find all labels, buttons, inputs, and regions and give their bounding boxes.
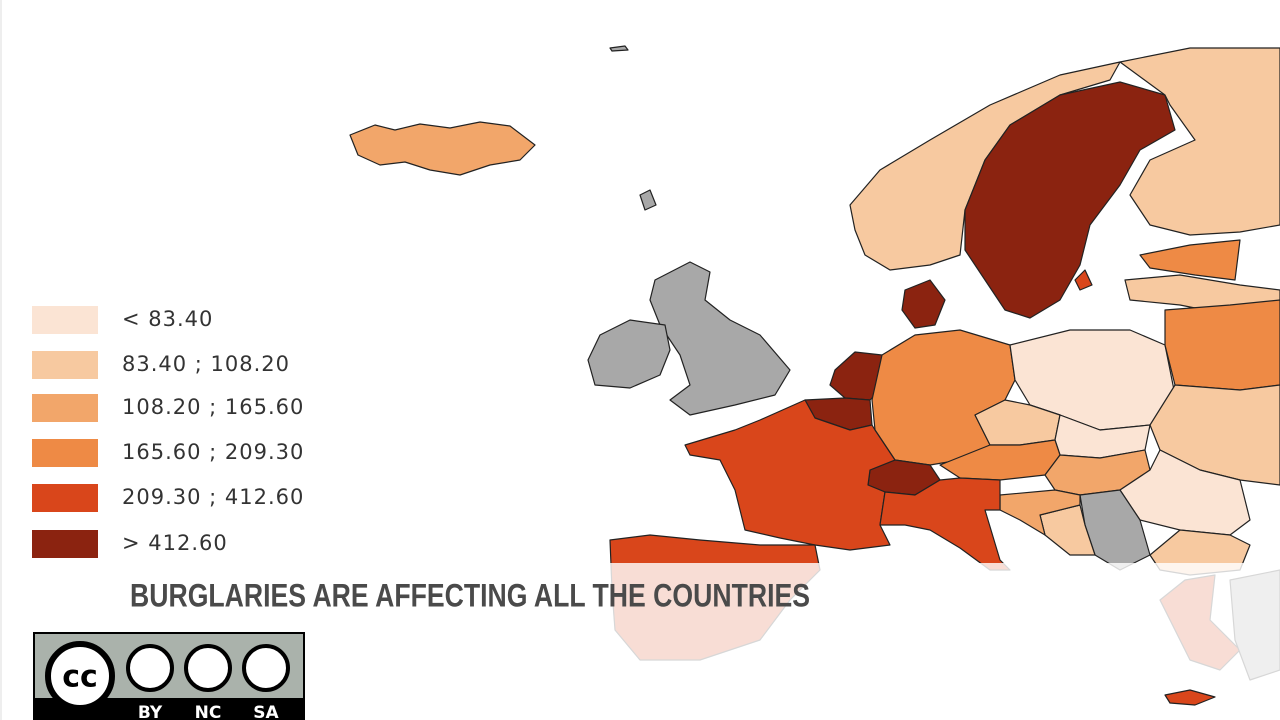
term-label: NC	[195, 703, 222, 720]
legend-swatch	[32, 306, 98, 334]
romania	[1119, 449, 1251, 536]
faroe	[639, 189, 657, 211]
term-icon	[184, 644, 232, 692]
legend-label: < 83.40	[122, 307, 213, 331]
legend: < 83.40 83.40 ; 108.20 108.20 ; 165.60 165.…	[32, 306, 304, 558]
sweden	[964, 81, 1176, 319]
gotland	[1074, 269, 1093, 291]
license-badge: cc BY NC SA	[33, 632, 305, 720]
finland	[1119, 47, 1280, 236]
cc-logo: cc	[62, 660, 98, 695]
term-label: BY	[138, 703, 163, 720]
italy	[879, 477, 1011, 571]
license-terms: BY NC SA	[126, 644, 290, 720]
legend-label: 209.30 ; 412.60	[122, 485, 304, 509]
legend-label: 108.20 ; 165.60	[122, 395, 304, 419]
legend-swatch	[32, 439, 98, 467]
term-icon	[126, 644, 174, 692]
united-kingdom	[649, 261, 791, 416]
crete	[1164, 689, 1216, 706]
legend-label: 165.60 ; 209.30	[122, 440, 304, 464]
term-label: SA	[253, 703, 279, 720]
legend-swatch	[32, 530, 98, 558]
croatia	[999, 489, 1081, 536]
legend-swatch	[32, 351, 98, 379]
term-icon	[242, 644, 290, 692]
cc-circle	[45, 641, 115, 711]
jan-mayen	[609, 45, 629, 52]
denmark	[901, 279, 946, 329]
legend-label: 83.40 ; 108.20	[122, 352, 290, 376]
legend-swatch	[32, 394, 98, 422]
caption: BURGLARIES ARE AFFECTING ALL THE COUNTRI…	[130, 577, 810, 613]
estonia-latvia	[1139, 239, 1241, 281]
belarus	[1164, 299, 1280, 391]
legend-swatch	[32, 484, 98, 512]
iceland	[349, 121, 536, 176]
ireland	[587, 319, 671, 389]
france	[684, 399, 896, 551]
legend-label: > 412.60	[122, 531, 228, 555]
